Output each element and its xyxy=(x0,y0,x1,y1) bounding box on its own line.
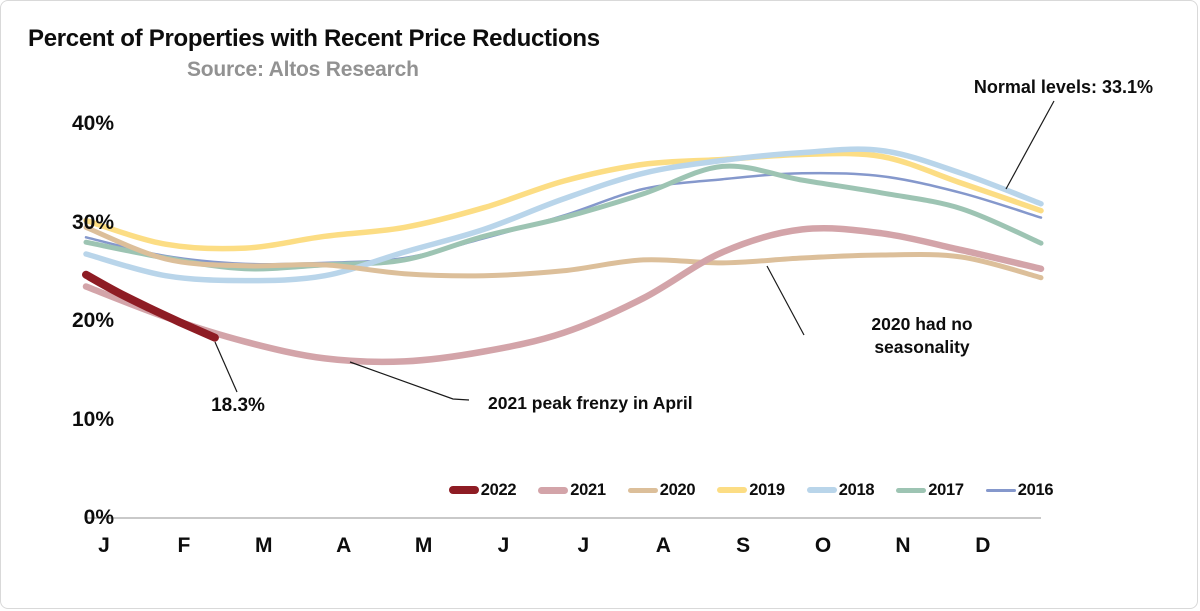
legend-label-2016: 2016 xyxy=(1017,480,1054,499)
legend-swatch-2019 xyxy=(717,487,748,493)
legend-swatch-2018 xyxy=(806,487,837,493)
y-tick-30: 30% xyxy=(71,210,114,234)
x-tick-5-M: M xyxy=(414,534,433,557)
x-tick-10-O: O xyxy=(814,534,832,557)
legend-swatch-2021 xyxy=(538,486,569,494)
legend-label-2019: 2019 xyxy=(749,480,785,499)
annotation-normal-levels: Normal levels: 33.1% xyxy=(973,77,1153,97)
x-tick-2-F: F xyxy=(177,534,191,557)
x-tick-6-J: J xyxy=(497,534,510,557)
legend-item-2018: 2018 xyxy=(806,480,875,500)
x-tick-3-M: M xyxy=(255,534,273,557)
legend-item-2019: 2019 xyxy=(717,481,785,500)
annotation-2022-value: 18.3% xyxy=(211,395,265,416)
x-tick-8-A: A xyxy=(655,534,671,557)
x-tick-11-N: N xyxy=(895,534,911,557)
annotation-2020-line2: seasonality xyxy=(874,337,970,357)
legend-label-2018: 2018 xyxy=(838,480,875,499)
legend-label-2020: 2020 xyxy=(659,480,696,499)
legend-label-2021: 2021 xyxy=(570,480,606,499)
legend-label-2017: 2017 xyxy=(928,480,964,499)
series-line-2018 xyxy=(83,146,1044,284)
chart-source: Source: Altos Research xyxy=(187,58,419,81)
y-tick-40: 40% xyxy=(71,112,114,135)
x-tick-1-J: J xyxy=(98,534,110,557)
legend-item-2020: 2020 xyxy=(627,480,696,500)
x-tick-12-D: D xyxy=(975,534,991,557)
series-line-2022 xyxy=(82,270,219,342)
annotation-2021-frenzy: 2021 peak frenzy in April xyxy=(488,393,693,413)
series-line-2019 xyxy=(83,150,1044,252)
leader-line-frenzy-2021 xyxy=(349,361,470,401)
annotation-2020-seasonality: 2020 had no seasonality xyxy=(823,313,1021,359)
legend-item-2017: 2017 xyxy=(896,481,964,500)
y-tick-0: 0% xyxy=(83,506,114,529)
legend-swatch-2020 xyxy=(627,487,658,493)
leader-line-seasonality-2020 xyxy=(766,265,805,336)
legend-label-2022: 2022 xyxy=(480,480,517,499)
legend-swatch-2016 xyxy=(985,488,1016,492)
legend-swatch-2017 xyxy=(896,487,927,493)
chart-legend: 2022 2021 2020 2019 2018 2017 2016 xyxy=(421,476,1081,504)
x-tick-9-S: S xyxy=(736,534,751,557)
x-tick-4-A: A xyxy=(336,534,352,557)
x-tick-7-J: J xyxy=(577,534,590,557)
series-line-2020 xyxy=(83,224,1044,281)
leader-line-value-2022 xyxy=(214,341,238,393)
y-tick-10: 10% xyxy=(71,407,114,431)
series-line-2017 xyxy=(83,163,1044,272)
leader-line-normal-levels xyxy=(1005,100,1055,190)
legend-item-2022: 2022 xyxy=(448,480,517,500)
chart-title: Percent of Properties with Recent Price … xyxy=(28,25,600,52)
legend-item-2021: 2021 xyxy=(538,481,606,500)
legend-swatch-2022 xyxy=(448,486,479,494)
annotation-2020-line1: 2020 had no xyxy=(871,314,973,334)
legend-item-2016: 2016 xyxy=(985,480,1054,500)
series-line-2021 xyxy=(82,225,1045,366)
y-tick-20: 20% xyxy=(71,309,114,332)
